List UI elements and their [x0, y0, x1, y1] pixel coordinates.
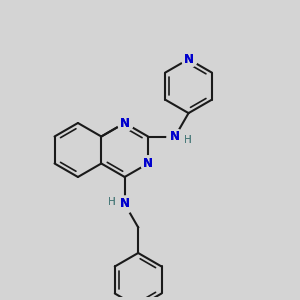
Text: N: N	[170, 130, 180, 143]
Text: H: H	[108, 197, 116, 207]
Text: N: N	[143, 157, 153, 170]
Text: H: H	[184, 135, 191, 145]
Text: N: N	[120, 197, 130, 211]
Text: N: N	[184, 52, 194, 66]
Text: N: N	[120, 116, 130, 130]
Text: N: N	[143, 157, 153, 170]
Text: N: N	[170, 130, 180, 143]
Text: N: N	[184, 52, 194, 66]
Text: H: H	[108, 197, 116, 207]
Text: N: N	[120, 197, 130, 211]
Text: N: N	[120, 116, 130, 130]
Text: H: H	[184, 135, 191, 145]
